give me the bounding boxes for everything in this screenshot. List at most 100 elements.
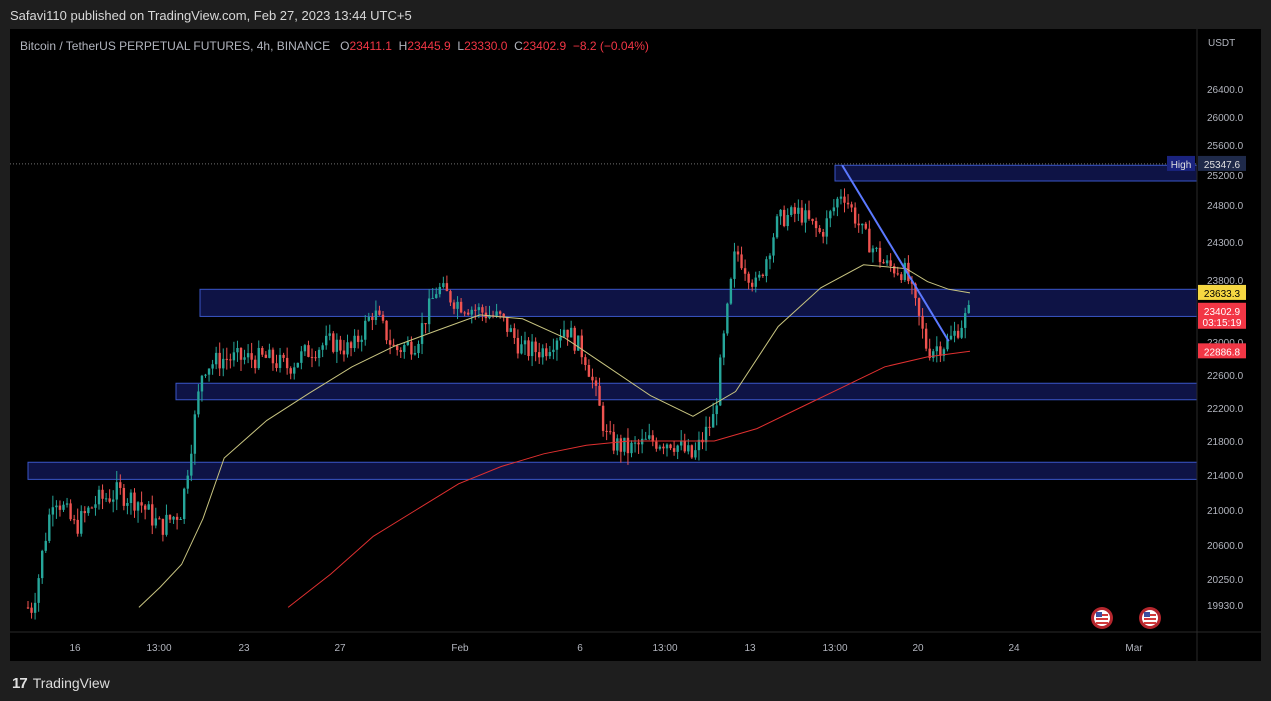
candle-body [55,505,58,508]
open-value: 23411.1 [349,39,392,53]
candle-body [545,348,548,357]
candle-body [193,414,197,454]
ma-long-tag [1198,343,1246,359]
candle-body [633,442,637,444]
candle-body [630,442,633,454]
price-tick-label: 21800.0 [1207,437,1244,448]
candle-body [104,498,108,500]
candle-body [609,431,612,433]
candle-body [605,430,608,432]
candle-body [552,349,555,353]
candle-body [882,262,885,264]
price-tag-value: 22886.8 [1204,347,1241,358]
candle-body [48,514,51,541]
candle-body [97,489,101,505]
candle-body [243,357,246,360]
candle-body [307,345,310,357]
candle-body [420,323,424,344]
candle-body [924,328,928,349]
candle-body [502,313,505,318]
candle-body [569,327,573,338]
candle-body [424,323,427,325]
candle-body [257,347,260,369]
candle-body [136,502,140,511]
candle-body [786,214,789,227]
candle-body [58,505,62,510]
candle-body [314,357,317,359]
zone-0 [834,164,1198,182]
chart-panel[interactable]: 26400.0 26000.0 25600.0 25200.0 24800.0 24300… [10,29,1261,661]
candle-body [342,350,346,355]
candle-body [207,368,211,375]
candle-body [530,341,534,357]
candle-body [807,210,811,219]
countdown-value: 03:15:19 [1203,318,1242,329]
candle-body [431,297,434,299]
candle-body [680,441,683,446]
candle-body [438,286,441,295]
candle-body [853,207,857,224]
candle-body [758,274,761,278]
candle-body [687,445,690,452]
candle-body [275,363,278,368]
price-tick-label: 26400.0 [1207,85,1244,96]
candle-body [715,405,718,415]
candle-body [179,519,182,521]
time-tick-label: Feb [451,643,469,654]
candle-body [392,344,395,346]
candle-body [463,312,466,314]
price-tag-value: 23402.9 [1204,307,1241,318]
time-tick-label: Mar [1125,643,1143,654]
price-tick-label: 26000.0 [1207,113,1244,124]
candle-body [885,260,889,264]
candle-body [719,357,722,406]
candle-body [672,448,676,452]
candle-body [708,426,711,428]
candle-body [371,317,374,321]
candle-body [293,367,296,374]
candle-body [914,283,917,299]
candle-body [690,445,694,458]
time-axis[interactable]: 16 13:00 23 27 Feb 6 13:00 13 13:00 20 24 Mar [69,643,1143,654]
price-axis[interactable]: 26400.0 26000.0 25600.0 25200.0 24800.0 24300… [1207,85,1244,612]
candle-body [893,266,896,274]
high-label: H [398,39,408,53]
price-tick-label: 24300.0 [1207,238,1244,249]
price-tick-label: 24800.0 [1207,201,1244,212]
candle-body [573,327,576,351]
symbol-title[interactable]: Bitcoin / TetherUS PERPETUAL FUTURES, 4h… [20,39,331,53]
price-chart[interactable]: 26400.0 26000.0 25600.0 25200.0 24800.0 24300… [10,29,1261,661]
trendline[interactable] [841,164,950,342]
high-label-box [1167,155,1195,171]
candle-body [555,340,559,350]
us-flag-icon[interactable] [1091,607,1113,629]
time-tick-label: 6 [577,643,583,654]
candle-body [147,504,150,510]
tradingview-logo-icon: 17 [12,674,28,692]
open-label: O [340,39,350,53]
time-tick-label: 13:00 [146,643,171,654]
candle-body [211,364,214,369]
candle-body [513,328,516,338]
candle-body [335,339,339,352]
candle-body [261,347,264,355]
candle-body [346,342,349,355]
candle-body [900,274,903,281]
candle-body [846,202,850,205]
candle-body [562,329,566,337]
candle-body [729,278,733,304]
us-flag-icon[interactable] [1139,607,1161,629]
candle-body [143,505,147,510]
candle-body [498,311,502,314]
footer-brand[interactable]: 17 TradingView [12,673,110,693]
candle-body [541,348,544,358]
candle-body [399,350,402,352]
candle-body [26,607,30,609]
candle-body [601,405,605,431]
candle-body [254,359,257,369]
price-tick-label: 19930.0 [1207,601,1244,612]
candle-body [108,498,111,502]
publish-caption: Safavi110 published on TradingView.com, … [10,8,412,23]
candle-body [495,311,498,316]
candle-body [289,368,292,374]
